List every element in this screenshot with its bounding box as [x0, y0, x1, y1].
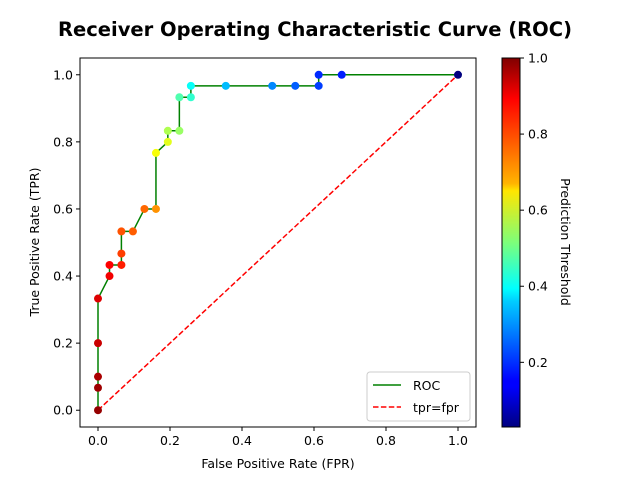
roc-point	[117, 260, 126, 269]
roc-point	[117, 249, 126, 258]
colorbar: 0.2 0.4 0.6 0.8 1.0 Prediction Threshold	[501, 51, 573, 428]
x-tick-label: 0.8	[376, 433, 396, 448]
y-axis-ticks: 0.0 0.2 0.4 0.6 0.8 1.0	[53, 67, 80, 418]
colorbar-gradient	[501, 57, 521, 428]
legend-roc-label: ROC	[413, 378, 441, 393]
roc-point	[94, 372, 102, 381]
x-tick-label: 0.4	[232, 433, 252, 448]
roc-point	[128, 227, 137, 236]
roc-point	[291, 81, 300, 90]
roc-point	[94, 294, 102, 303]
y-tick-label: 0.6	[53, 201, 73, 216]
roc-point	[314, 70, 323, 79]
series-layer	[97, 74, 459, 411]
roc-point	[151, 148, 160, 157]
y-tick-label: 0.2	[53, 336, 73, 351]
roc-point	[140, 204, 149, 213]
y-tick-label: 0.0	[53, 403, 73, 418]
roc-point	[94, 339, 102, 348]
roc-point	[94, 406, 102, 415]
chart-title: Receiver Operating Characteristic Curve …	[58, 18, 572, 41]
roc-point	[94, 383, 102, 392]
x-tick-label: 0.2	[160, 433, 180, 448]
roc-point	[105, 272, 114, 281]
plot-area: 0.0 0.2 0.4 0.6 0.8 1.0 0.0 0.2 0.4 0.6 0.8 1.0	[53, 57, 477, 448]
x-tick-label: 1.0	[448, 433, 468, 448]
roc-point	[337, 70, 346, 79]
y-tick-label: 0.8	[53, 134, 73, 149]
x-tick-label: 0.6	[304, 433, 324, 448]
plot-frame	[79, 57, 477, 428]
roc-point	[314, 81, 323, 90]
roc-point	[186, 81, 195, 90]
roc-point	[151, 204, 160, 213]
roc-point	[454, 70, 462, 79]
roc-point	[117, 227, 126, 236]
legend-diagonal-label: tpr=fpr	[413, 400, 460, 415]
colorbar-tick-label: 0.6	[528, 203, 548, 218]
roc-point	[163, 137, 172, 146]
y-tick-label: 0.4	[53, 269, 73, 284]
roc-point	[163, 126, 172, 135]
x-tick-label: 0.0	[88, 433, 108, 448]
colorbar-tick-label: 0.4	[528, 279, 548, 294]
legend: ROC tpr=fpr	[366, 371, 471, 422]
colorbar-tick-label: 1.0	[528, 51, 548, 66]
colorbar-ticks: 0.2 0.4 0.6 0.8 1.0	[520, 51, 548, 370]
x-axis-ticks: 0.0 0.2 0.4 0.6 0.8 1.0	[88, 427, 468, 448]
roc-point	[175, 93, 184, 102]
marker-layer	[94, 70, 462, 415]
y-axis-label: True Positive Rate (TPR)	[27, 168, 42, 318]
roc-point	[268, 81, 277, 90]
roc-point	[175, 126, 184, 135]
colorbar-tick-label: 0.2	[528, 355, 548, 370]
diagonal-line	[97, 74, 459, 411]
colorbar-label: Prediction Threshold	[558, 178, 573, 306]
roc-point	[186, 93, 195, 102]
roc-point	[221, 81, 230, 90]
x-axis-label: False Positive Rate (FPR)	[201, 456, 354, 471]
roc-point	[105, 260, 114, 269]
colorbar-tick-label: 0.8	[528, 127, 548, 142]
y-tick-label: 1.0	[53, 67, 73, 82]
